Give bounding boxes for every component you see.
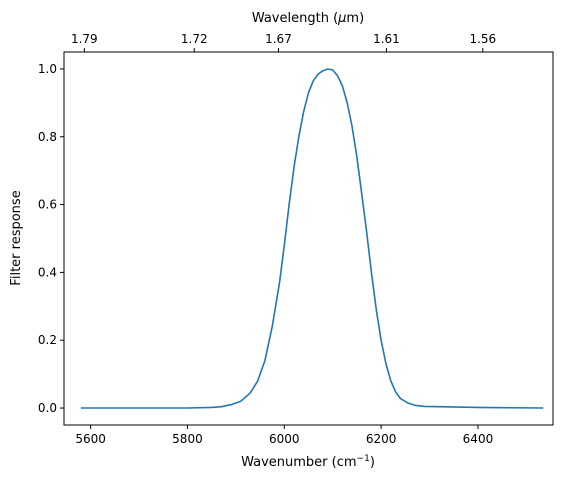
y-tick-label: 0.6 bbox=[38, 198, 57, 212]
top-x-tick-label: 1.67 bbox=[265, 32, 292, 46]
y-axis-label: Filter response bbox=[9, 190, 24, 285]
y-tick-label: 0.4 bbox=[38, 265, 57, 279]
left-y-axis-ticks: 0.0 0.2 0.4 0.6 0.8 1.0 bbox=[38, 62, 64, 415]
y-tick-label: 0.0 bbox=[38, 401, 57, 415]
top-x-tick-label: 1.79 bbox=[71, 32, 98, 46]
top-x-axis-ticks: 1.79 1.72 1.67 1.61 1.56 bbox=[71, 32, 496, 52]
bottom-x-axis-ticks: 5600 5800 6000 6200 6400 bbox=[75, 425, 493, 446]
y-tick-label: 1.0 bbox=[38, 62, 57, 76]
x-axis-label-text: Wavenumber (cm bbox=[241, 455, 356, 470]
x-axis-label: Wavenumber (cm−1) bbox=[241, 454, 375, 470]
filter-response-line bbox=[80, 68, 544, 409]
top-x-axis-label-suffix: m) bbox=[346, 11, 364, 26]
top-x-tick-label: 1.56 bbox=[469, 32, 496, 46]
x-tick-label: 5800 bbox=[172, 432, 203, 446]
top-x-tick-label: 1.61 bbox=[373, 32, 400, 46]
top-x-axis-label: Wavelength (μm) bbox=[252, 11, 364, 26]
x-axis-label-suffix: ) bbox=[370, 455, 375, 470]
plot-area-frame bbox=[63, 51, 554, 426]
x-tick-label: 6200 bbox=[366, 432, 397, 446]
x-tick-label: 6000 bbox=[269, 432, 300, 446]
top-x-tick-label: 1.72 bbox=[181, 32, 208, 46]
y-tick-label: 0.2 bbox=[38, 333, 57, 347]
x-tick-label: 5600 bbox=[75, 432, 106, 446]
x-axis-label-superscript: −1 bbox=[357, 454, 370, 464]
top-x-axis-label-mu: μ bbox=[337, 11, 346, 26]
x-tick-label: 6400 bbox=[463, 432, 494, 446]
y-tick-label: 0.8 bbox=[38, 130, 57, 144]
top-x-axis-label-text: Wavelength ( bbox=[252, 11, 338, 26]
